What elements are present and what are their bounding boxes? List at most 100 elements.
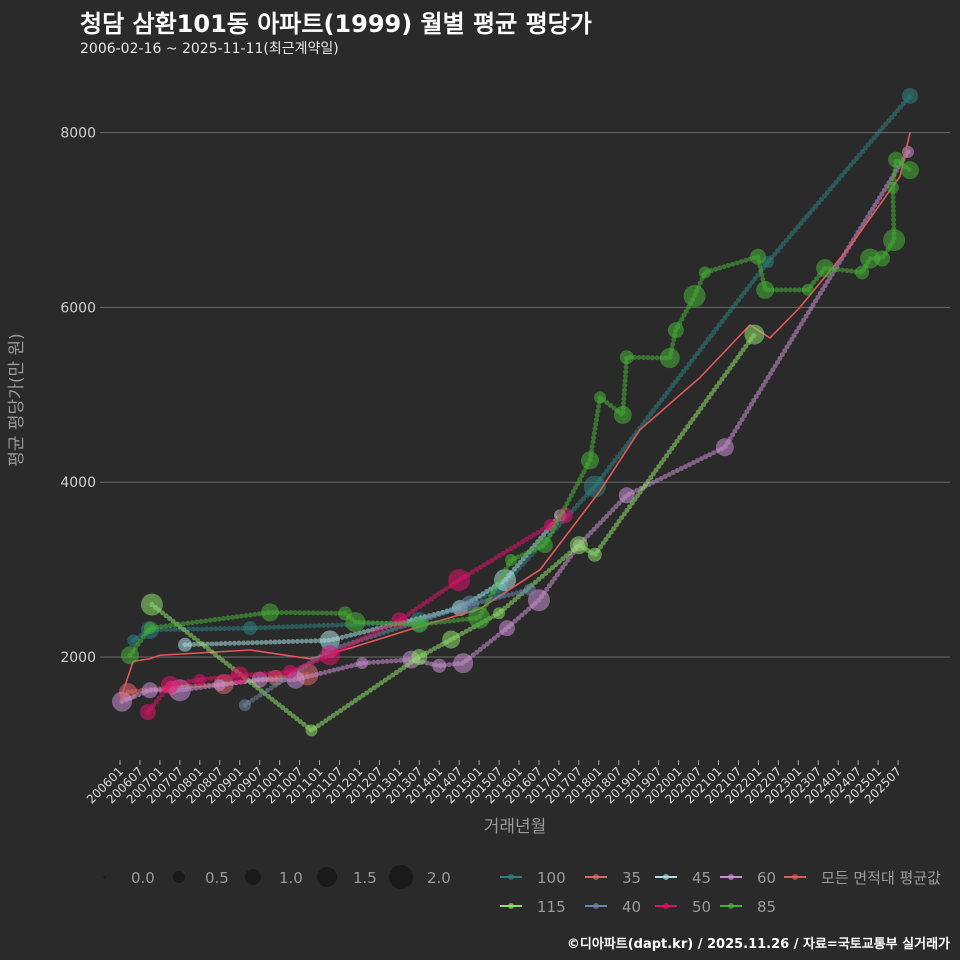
data-point xyxy=(305,724,318,737)
size-legend-label: 2.0 xyxy=(427,869,451,887)
legend-label: 115 xyxy=(537,898,566,916)
data-point xyxy=(141,682,158,699)
data-point xyxy=(860,248,881,269)
legend-dot xyxy=(593,903,599,909)
y-tick-label: 2000 xyxy=(60,650,96,666)
data-point xyxy=(659,348,680,369)
data-point xyxy=(569,536,588,555)
data-point xyxy=(238,699,251,712)
data-point xyxy=(178,637,193,652)
data-point xyxy=(261,603,280,622)
legend-dot xyxy=(728,874,734,880)
legend-dot xyxy=(792,874,798,880)
size-legend-dot xyxy=(173,871,185,883)
data-point xyxy=(667,322,684,339)
legend-label: 100 xyxy=(537,869,566,887)
data-point xyxy=(536,537,553,554)
data-point xyxy=(744,324,765,345)
data-point xyxy=(411,616,428,633)
data-point xyxy=(883,229,906,252)
data-point xyxy=(816,259,835,278)
data-point xyxy=(230,666,249,685)
chart-subtitle: 2006-02-16 ~ 2025-11-11(최근계약일) xyxy=(80,41,339,57)
series-85 xyxy=(120,151,920,665)
data-point xyxy=(756,280,775,299)
legend-label: 모든 면적대 평균값 xyxy=(821,869,941,887)
size-legend-label: 1.5 xyxy=(353,869,377,887)
series-line xyxy=(145,512,568,715)
y-tick-label: 4000 xyxy=(60,475,96,491)
data-point xyxy=(160,675,179,694)
legend-label: 45 xyxy=(692,869,711,887)
chart-title: 청담 삼환101동 아파트(1999) 월별 평균 평당가 xyxy=(80,10,592,38)
y-tick-label: 8000 xyxy=(60,126,96,142)
data-point xyxy=(619,350,634,365)
legend-label: 40 xyxy=(622,898,641,916)
data-point xyxy=(120,646,139,665)
legend-dot xyxy=(663,903,669,909)
data-point xyxy=(583,475,606,498)
data-point xyxy=(523,583,536,596)
legend-dot xyxy=(508,903,514,909)
data-point xyxy=(902,87,919,104)
size-legend-dot xyxy=(317,867,337,887)
data-point xyxy=(193,673,206,686)
data-point xyxy=(442,630,461,649)
data-point xyxy=(213,678,226,691)
data-point xyxy=(855,265,870,280)
legend-label: 50 xyxy=(692,898,711,916)
data-point xyxy=(874,250,891,267)
data-point xyxy=(698,266,711,279)
data-point xyxy=(243,621,258,636)
data-point xyxy=(715,438,734,457)
data-point xyxy=(587,547,602,562)
y-axis-title: 평균 평당가(만 원) xyxy=(7,333,27,467)
data-point xyxy=(411,649,428,665)
size-legend-label: 1.0 xyxy=(279,869,303,887)
average-line xyxy=(119,132,911,701)
size-legend-label: 0.5 xyxy=(205,869,229,887)
data-point xyxy=(448,569,471,592)
data-point xyxy=(505,553,518,566)
series-모든 면적대 평균값 xyxy=(119,132,911,701)
data-point xyxy=(493,607,506,620)
series-line xyxy=(242,587,533,708)
data-point xyxy=(499,620,516,637)
data-point xyxy=(901,161,920,180)
legend-label: 60 xyxy=(757,869,776,887)
data-point xyxy=(432,658,447,673)
data-point xyxy=(618,487,635,504)
data-point xyxy=(345,612,366,633)
legend-dot xyxy=(593,874,599,880)
data-point xyxy=(319,645,340,666)
data-point xyxy=(111,691,132,712)
x-axis-title: 거래년월 xyxy=(484,817,547,837)
data-point xyxy=(581,451,600,470)
data-point xyxy=(801,283,814,296)
data-point xyxy=(902,145,915,158)
data-point xyxy=(356,657,369,670)
data-point xyxy=(527,589,550,612)
size-legend-label: 0.0 xyxy=(131,869,155,887)
data-point xyxy=(886,181,899,194)
data-point xyxy=(453,653,474,674)
data-point xyxy=(468,606,491,629)
legend-dot xyxy=(663,874,669,880)
source-credit: ©디아파트(dapt.kr) / 2025.11.26 / 자료=국토교통부 실… xyxy=(566,937,950,952)
size-legend-dot xyxy=(103,875,107,879)
data-point xyxy=(139,704,156,721)
legend-label: 35 xyxy=(622,869,641,887)
series-line xyxy=(119,149,911,705)
size-legend-dot xyxy=(245,869,261,885)
data-point xyxy=(888,151,905,168)
legend-dot xyxy=(508,874,514,880)
legend-dot xyxy=(728,903,734,909)
data-point xyxy=(143,622,156,635)
series-40 xyxy=(238,583,536,712)
data-point xyxy=(593,391,606,404)
y-tick-label: 6000 xyxy=(60,300,96,316)
series-60 xyxy=(111,145,915,712)
data-point xyxy=(140,593,163,616)
